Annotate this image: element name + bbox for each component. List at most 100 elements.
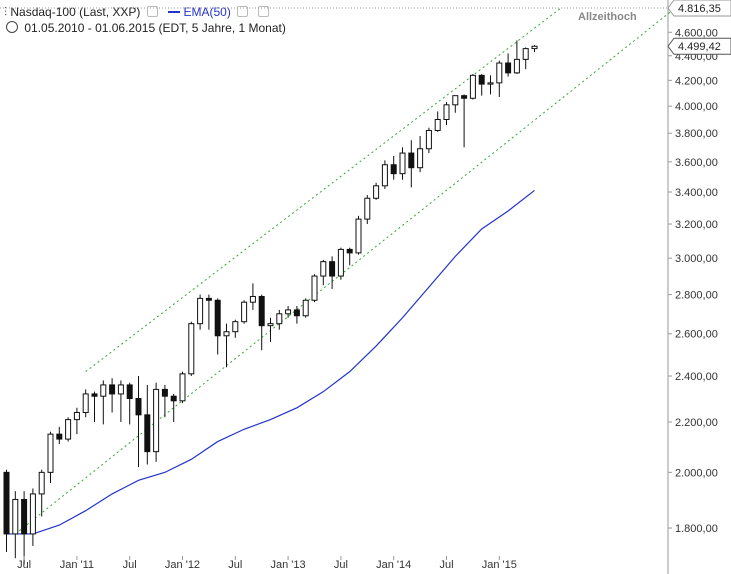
candle-body: [82, 393, 89, 413]
candle: [249, 283, 256, 310]
candle-body: [408, 152, 415, 169]
instrument-settings-icon[interactable]: [146, 6, 158, 17]
candle: [417, 136, 424, 173]
candle: [434, 111, 441, 132]
candle: [373, 182, 380, 200]
candle-body: [452, 95, 459, 106]
candle-body: [109, 384, 116, 395]
candle: [205, 294, 212, 330]
candle-body: [170, 395, 177, 402]
y-tick-label: 2.000,00: [675, 467, 718, 479]
candle: [47, 431, 54, 484]
x-axis: Jul Jan '11 Jul Jan '12 Jul Jan '13 Jul Jan '14…: [17, 556, 517, 571]
candle: [443, 102, 450, 125]
candle-body: [153, 388, 160, 453]
candle-body: [100, 384, 107, 397]
ema-remove-icon[interactable]: [257, 6, 269, 17]
candle-body: [337, 248, 344, 277]
x-tick-label: Jul: [439, 559, 453, 571]
candle-body: [91, 393, 98, 397]
candle-body: [29, 493, 36, 535]
y-tick-label: 3.800,00: [675, 128, 718, 140]
candle-body: [513, 58, 520, 74]
y-tick-label: 2.400,00: [675, 371, 718, 383]
candle: [285, 306, 292, 318]
candle: [478, 74, 485, 96]
candle-body: [47, 433, 54, 473]
y-tick-label: 4.200,00: [675, 75, 718, 87]
x-tick-label: Jan '13: [271, 559, 306, 571]
candle-body: [346, 248, 353, 254]
candle: [461, 94, 468, 148]
candle: [100, 380, 107, 425]
candle: [3, 469, 10, 553]
candle-body: [276, 313, 283, 325]
candle: [364, 195, 371, 225]
candle: [144, 384, 151, 465]
candle: [197, 294, 204, 330]
candle: [232, 319, 239, 338]
candle: [29, 488, 36, 546]
candles: [3, 40, 538, 565]
ema-settings-icon[interactable]: [237, 6, 249, 17]
candle: [487, 75, 494, 95]
x-tick-label: Jul: [17, 559, 31, 571]
candle-body: [364, 197, 371, 220]
bar-chart-icon[interactable]: ⫶: [4, 5, 8, 19]
candle-body: [469, 74, 476, 99]
candle-body: [65, 419, 72, 440]
candle-body: [179, 373, 186, 402]
channel-upper-line: [85, 7, 562, 373]
candle-body: [390, 164, 397, 175]
candle-body: [161, 388, 168, 397]
candle-body: [3, 471, 10, 535]
candle-body: [531, 45, 538, 50]
candle: [302, 298, 309, 318]
candle: [408, 140, 415, 188]
candle: [522, 47, 529, 70]
y-tick-label: 4.600,00: [675, 27, 718, 39]
x-tick-label: Jul: [123, 559, 137, 571]
candle: [109, 378, 116, 413]
x-tick-label: Jan '14: [376, 559, 411, 571]
candle-body: [355, 218, 362, 254]
candle-body: [425, 129, 432, 150]
ema-legend-swatch: [168, 11, 181, 13]
candle: [21, 491, 28, 565]
candle-body: [399, 152, 406, 175]
y-tick-label: 2.600,00: [675, 329, 718, 341]
candle: [73, 407, 80, 435]
candle-body: [302, 299, 309, 317]
y-tick-label: 3.400,00: [675, 187, 718, 199]
channel-lower-line: [14, 7, 676, 535]
candle: [223, 323, 230, 368]
candle-body: [223, 331, 230, 337]
candle: [452, 95, 459, 113]
date-range-label: 01.05.2010 - 01.06.2015 (EDT, 5 Jahre, 1…: [24, 21, 286, 35]
candle-body: [381, 164, 388, 187]
ema-line: [6, 189, 535, 535]
y-axis: 1.800,00 2.000,00 2.200,00 2.400,00 2.600,00…: [667, 0, 718, 574]
y-tick-label: 4.000,00: [675, 101, 718, 113]
candle-body: [522, 48, 529, 60]
candle-body: [144, 414, 151, 453]
candle-body: [496, 62, 503, 84]
x-tick-label: Jul: [334, 559, 348, 571]
candle: [320, 259, 327, 286]
ath-label: Allzeithoch: [578, 11, 637, 23]
candle: [399, 147, 406, 180]
candle-body: [293, 309, 300, 317]
candle: [65, 417, 72, 442]
candle: [188, 321, 195, 377]
candle: [505, 53, 512, 77]
candle: [153, 382, 160, 462]
candle: [135, 376, 142, 468]
candle: [346, 247, 353, 266]
candle-body: [205, 297, 212, 301]
candle-body: [117, 384, 124, 395]
candle: [276, 309, 283, 330]
last-price-badge: 4.499,42: [667, 37, 731, 55]
candle: [241, 300, 248, 324]
candle-body: [329, 261, 336, 277]
